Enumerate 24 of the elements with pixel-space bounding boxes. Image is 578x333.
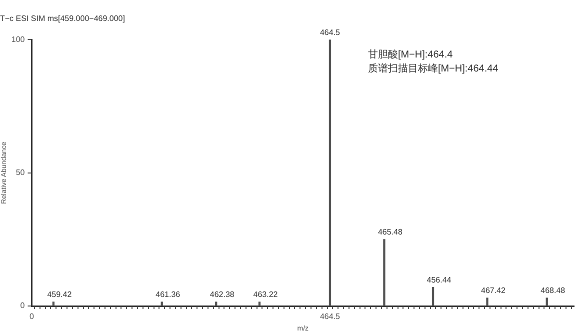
chart-title: T−c ESI SIM ms[459.000−469.000] [0, 14, 125, 24]
annotation: 456.44 [426, 276, 452, 285]
bar [383, 239, 386, 306]
bar [160, 302, 163, 306]
bar [486, 298, 488, 306]
y-tick-label: 100 [11, 34, 26, 44]
annotation: 459.42 [47, 290, 72, 300]
annotation: 465.48 [378, 228, 403, 237]
bar [328, 40, 332, 306]
bar [432, 287, 434, 306]
annotation: 462.38 [210, 290, 235, 300]
bar [546, 298, 548, 306]
annotation: 463.22 [253, 290, 278, 300]
annotation: 467.42 [481, 286, 506, 296]
y-tick-label: 50 [16, 168, 26, 178]
annotation: 464.5 [320, 28, 341, 37]
bar [52, 302, 55, 306]
bar [258, 302, 261, 306]
bar [215, 302, 218, 306]
y-tick-label: 0 [20, 301, 26, 310]
annotation: 468.48 [540, 286, 566, 296]
annotation: 461.36 [156, 290, 181, 300]
annotation: 质谱扫描目标峰[M−H]:464.44 [368, 62, 499, 74]
annotation: 甘胆酸[M−H]:464.4 [368, 48, 454, 60]
